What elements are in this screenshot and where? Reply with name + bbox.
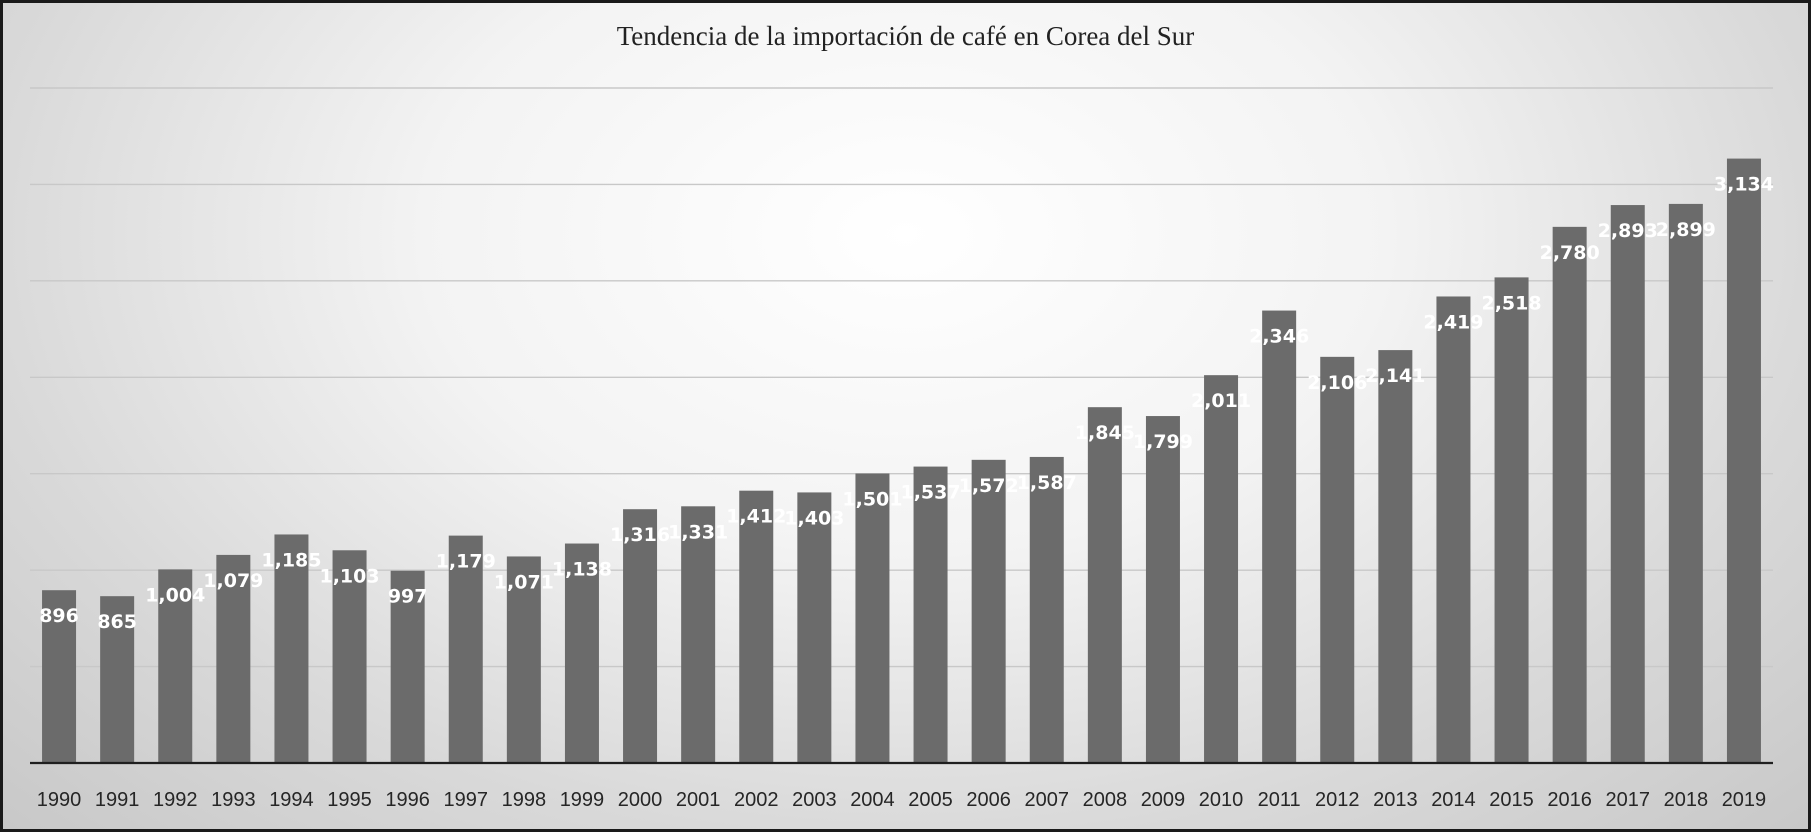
x-tick-label-2002: 2002 — [734, 789, 779, 811]
data-label-1996: 997 — [388, 586, 428, 608]
data-label-2001: 1,331 — [668, 521, 728, 543]
x-tick-label-2009: 2009 — [1141, 789, 1186, 811]
bar-2005 — [913, 466, 948, 763]
x-tick-label-2001: 2001 — [676, 789, 721, 811]
bar-1998 — [506, 556, 541, 763]
data-label-2018: 2,899 — [1656, 219, 1716, 241]
data-label-2003: 1,403 — [784, 507, 844, 529]
x-tick-label-1999: 1999 — [560, 789, 605, 811]
bar-2014 — [1436, 296, 1471, 763]
data-label-2000: 1,316 — [610, 524, 670, 546]
bar-2008 — [1087, 407, 1122, 763]
data-label-2009: 1,799 — [1133, 431, 1193, 453]
data-label-2013: 2,141 — [1365, 365, 1425, 387]
x-tick-label-2005: 2005 — [908, 789, 953, 811]
data-label-2014: 2,419 — [1423, 311, 1483, 333]
data-label-1991: 865 — [97, 611, 137, 633]
x-tick-label-2000: 2000 — [618, 789, 663, 811]
x-tick-label-2018: 2018 — [1664, 789, 1709, 811]
data-label-2006: 1,572 — [959, 475, 1019, 497]
data-label-2007: 1,587 — [1017, 472, 1077, 494]
bar-1990 — [42, 590, 77, 763]
x-tick-label-2008: 2008 — [1083, 789, 1128, 811]
bar-1994 — [274, 534, 309, 763]
bar-2016 — [1552, 226, 1587, 763]
bar-2010 — [1204, 375, 1239, 763]
data-label-1994: 1,185 — [261, 549, 321, 571]
data-label-2004: 1,501 — [842, 489, 902, 511]
data-label-1999: 1,138 — [552, 559, 612, 581]
bar-1995 — [332, 550, 367, 763]
bar-2011 — [1262, 310, 1297, 763]
x-tick-label-1995: 1995 — [327, 789, 372, 811]
x-tick-label-2017: 2017 — [1606, 789, 1651, 811]
chart-plot: 896 8651,0041,0791,1851,1039971,1791,0711… — [30, 87, 1774, 811]
x-tick-label-2007: 2007 — [1025, 789, 1070, 811]
x-tick-label-2013: 2013 — [1373, 789, 1418, 811]
x-tick-label-2004: 2004 — [850, 789, 895, 811]
bar-1997 — [448, 535, 483, 763]
bar-2004 — [855, 473, 890, 763]
x-tick-label-1990: 1990 — [37, 789, 82, 811]
x-tick-label-2016: 2016 — [1547, 789, 1592, 811]
x-tick-label-2015: 2015 — [1489, 789, 1534, 811]
x-tick-label-1997: 1997 — [444, 789, 489, 811]
x-tick-label-2012: 2012 — [1315, 789, 1360, 811]
x-tick-label-1998: 1998 — [502, 789, 547, 811]
bar-2007 — [1029, 456, 1064, 763]
x-tick-label-2010: 2010 — [1199, 789, 1244, 811]
data-label-1993: 1,079 — [203, 570, 263, 592]
x-tick-label-1993: 1993 — [211, 789, 256, 811]
x-tick-label-1992: 1992 — [153, 789, 198, 811]
bar-2006 — [971, 459, 1006, 763]
data-label-1992: 1,004 — [145, 584, 205, 606]
bar-1999 — [564, 543, 599, 763]
bar-1991 — [100, 596, 135, 763]
data-labels: 896 8651,0041,0791,1851,1039971,1791,0711… — [39, 174, 1774, 634]
bar-2009 — [1145, 416, 1180, 763]
bar-2015 — [1494, 277, 1529, 763]
data-label-1998: 1,071 — [494, 571, 554, 593]
x-tick-labels: 1990 1991 1992 1993 1994 1995 1996 1997 1998 1999… — [37, 789, 1766, 811]
data-label-2016: 2,780 — [1540, 242, 1600, 264]
bar-2013 — [1378, 350, 1413, 763]
bar-1992 — [158, 569, 193, 763]
bar-2017 — [1610, 205, 1645, 764]
bar-2003 — [797, 492, 832, 763]
data-label-2015: 2,518 — [1481, 292, 1541, 314]
bar-2018 — [1668, 203, 1703, 763]
data-label-1997: 1,179 — [436, 551, 496, 573]
data-label-2008: 1,845 — [1075, 422, 1135, 444]
bar-2001 — [681, 506, 716, 763]
bar-2000 — [623, 509, 658, 763]
data-label-2012: 2,106 — [1307, 372, 1367, 394]
x-tick-label-2019: 2019 — [1722, 789, 1767, 811]
bar-2019 — [1726, 158, 1761, 764]
bars — [42, 158, 1761, 764]
data-label-2005: 1,537 — [900, 482, 960, 504]
x-tick-label-1996: 1996 — [385, 789, 430, 811]
data-label-2010: 2,011 — [1191, 390, 1251, 412]
bar-1993 — [216, 554, 251, 763]
data-label-1995: 1,103 — [319, 565, 379, 587]
bar-2012 — [1320, 356, 1355, 763]
x-tick-label-1994: 1994 — [269, 789, 314, 811]
chart-title: Tendencia de la importación de café en C… — [616, 21, 1195, 51]
x-tick-label-2006: 2006 — [966, 789, 1011, 811]
data-label-1990: 896 — [39, 605, 79, 627]
x-tick-label-2003: 2003 — [792, 789, 837, 811]
bar-2002 — [739, 490, 774, 763]
data-label-2011: 2,346 — [1249, 326, 1309, 348]
data-label-2019: 3,134 — [1714, 174, 1774, 196]
x-tick-label-2014: 2014 — [1431, 789, 1476, 811]
bar-1996 — [390, 570, 425, 763]
gridlines — [30, 87, 1773, 668]
x-tick-label-2011: 2011 — [1258, 789, 1301, 811]
x-tick-label-1991: 1991 — [95, 789, 140, 811]
data-label-2002: 1,412 — [726, 506, 786, 528]
data-label-2017: 2,893 — [1598, 220, 1658, 242]
